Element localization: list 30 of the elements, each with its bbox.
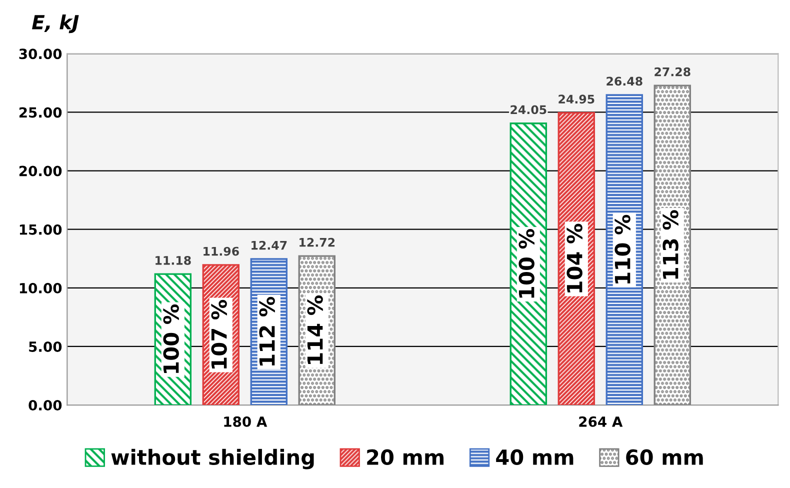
legend-label: 60 mm bbox=[626, 449, 703, 466]
data-label: 26.48 bbox=[606, 76, 642, 86]
annotation: 100 % bbox=[518, 229, 534, 298]
annotation: 114 % bbox=[307, 295, 323, 364]
y-tick-label: 30.00 bbox=[19, 48, 62, 60]
legend-label: without shielding bbox=[111, 448, 314, 470]
data-label: 12.72 bbox=[300, 238, 335, 247]
y-tick-label: 15.00 bbox=[20, 224, 62, 235]
annotation: 104 % bbox=[566, 224, 582, 292]
data-label: 24.95 bbox=[558, 94, 594, 104]
annotation: 110 % bbox=[614, 214, 630, 284]
annotation: 107 % bbox=[211, 300, 227, 368]
x-tick-label: 180 A bbox=[224, 416, 268, 427]
x-tick-label: 264 A bbox=[579, 416, 623, 427]
y-axis-title: E, kJ bbox=[32, 14, 79, 34]
data-label: 11.18 bbox=[156, 256, 191, 265]
y-tick-label: 20.00 bbox=[19, 166, 62, 176]
legend-label: 40 mm bbox=[496, 449, 574, 466]
data-label: 27.28 bbox=[654, 67, 690, 76]
annotation: 100 % bbox=[163, 304, 179, 374]
y-tick-label: 25.00 bbox=[19, 107, 62, 118]
legend-label: 20 mm bbox=[367, 449, 444, 466]
data-label: 12.47 bbox=[252, 240, 287, 250]
data-label: 11.96 bbox=[204, 246, 239, 256]
annotation: 112 % bbox=[259, 296, 275, 366]
data-label: 24.05 bbox=[510, 105, 546, 114]
y-tick-label: 0.00 bbox=[28, 400, 62, 411]
y-tick-label: 10.00 bbox=[20, 282, 62, 294]
annotation: 113 % bbox=[662, 210, 678, 279]
y-tick-label: 5.00 bbox=[29, 341, 62, 352]
